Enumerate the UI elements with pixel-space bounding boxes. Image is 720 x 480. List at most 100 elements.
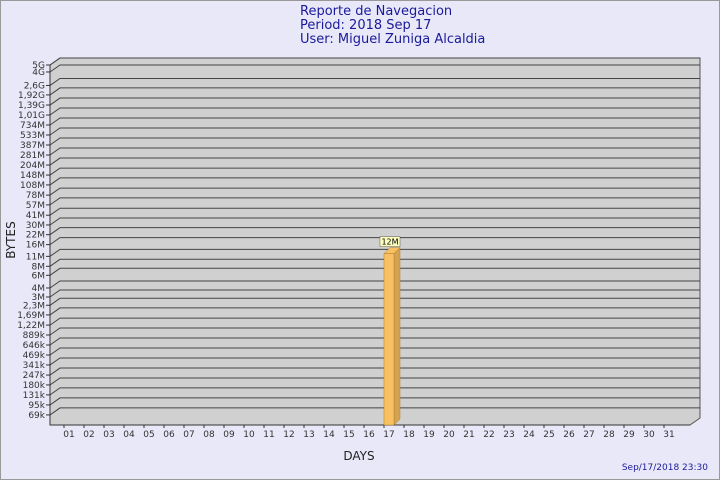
x-tick-label: 08	[203, 430, 215, 440]
x-tick-label: 17	[383, 430, 394, 440]
x-tick-label: 12	[283, 430, 294, 440]
grid-line	[49, 407, 700, 416]
grid-line	[49, 347, 700, 356]
x-tick-label: 24	[523, 430, 535, 440]
y-tick-label: 30M	[26, 221, 45, 231]
x-tick-label: 22	[483, 430, 494, 440]
grid-line	[49, 77, 700, 86]
title-line: Reporte de Navegacion	[300, 4, 452, 19]
x-tick-label: 03	[103, 430, 114, 440]
grid-line	[49, 64, 700, 73]
y-tick-label: 131k	[23, 391, 46, 401]
grid-line	[49, 337, 700, 346]
grid-line	[49, 307, 700, 316]
grid-line	[49, 127, 700, 136]
x-tick-label: 14	[323, 430, 335, 440]
grid-line	[49, 197, 700, 206]
y-tick-label: 8M	[32, 262, 46, 272]
y-tick-label: 3M	[32, 293, 46, 303]
y-tick-label: 2,3M	[23, 301, 45, 311]
grid-line	[49, 137, 700, 146]
y-tick-label: 148M	[20, 171, 45, 181]
grid-line	[49, 117, 700, 126]
y-tick-label: 2,6G	[24, 81, 45, 91]
y-tick-label: 533M	[20, 131, 45, 141]
x-tick-label: 01	[63, 430, 74, 440]
title-line: User: Miguel Zuniga Alcaldia	[300, 32, 485, 47]
x-tick-label: 26	[563, 430, 575, 440]
y-tick-label: 247k	[23, 371, 46, 381]
y-tick-label: 4G	[32, 68, 45, 78]
bar	[383, 253, 395, 426]
y-tick-label: 41M	[26, 211, 45, 221]
x-tick-label: 07	[183, 430, 194, 440]
x-tick-label: 10	[243, 430, 255, 440]
y-tick-label: 734M	[20, 121, 45, 131]
grid-line	[49, 317, 700, 326]
y-tick-label: 108M	[20, 181, 45, 191]
grid-line	[49, 147, 700, 156]
y-tick-label: 78M	[26, 191, 45, 201]
y-tick-label: 1,01G	[18, 111, 45, 121]
y-tick-label: 646k	[23, 341, 46, 351]
y-tick-label: 69k	[28, 411, 45, 421]
x-tick-label: 25	[543, 430, 554, 440]
y-tick-label: 11M	[26, 252, 45, 262]
y-tick-label: 180k	[23, 381, 46, 391]
x-tick-label: 11	[263, 430, 274, 440]
grid-line	[49, 57, 700, 66]
x-tick-label: 15	[343, 430, 354, 440]
x-tick-label: 20	[443, 430, 455, 440]
y-tick-label: 204M	[20, 161, 45, 171]
grid-line	[49, 387, 700, 396]
grid-line	[49, 248, 700, 257]
x-tick-label: 30	[643, 430, 655, 440]
y-tick-label: 16M	[26, 241, 45, 251]
grid-line	[49, 157, 700, 166]
grid-line	[49, 267, 700, 276]
x-tick-label: 27	[583, 430, 594, 440]
grid-line	[49, 397, 700, 406]
grid-line	[49, 107, 700, 116]
grid-line	[49, 297, 700, 306]
x-tick-label: 16	[363, 430, 375, 440]
x-tick-label: 18	[403, 430, 415, 440]
x-tick-label: 28	[603, 430, 615, 440]
x-tick-label: 19	[423, 430, 435, 440]
grid-line	[49, 327, 700, 336]
bar-side	[393, 247, 401, 426]
y-tick-label: 341k	[23, 361, 46, 371]
plot-area	[49, 57, 701, 426]
y-axis-label: BYTES	[4, 221, 18, 258]
x-tick-label: 04	[123, 430, 135, 440]
x-axis-label: DAYS	[343, 449, 374, 463]
grid-line	[49, 167, 700, 176]
y-tick-label: 1,69M	[17, 311, 45, 321]
grid-line	[49, 367, 700, 376]
y-tick-label: 889k	[23, 331, 46, 341]
grid-line	[49, 97, 700, 106]
x-tick-label: 02	[83, 430, 94, 440]
y-tick-label: 6M	[32, 271, 46, 281]
x-tick-label: 31	[663, 430, 674, 440]
y-tick-label: 4M	[32, 284, 46, 294]
y-tick-label: 1,39G	[18, 101, 45, 111]
x-tick-label: 23	[503, 430, 514, 440]
y-tick-label: 1,22M	[17, 321, 45, 331]
grid-line	[49, 227, 700, 236]
y-tick-label: 281M	[20, 151, 45, 161]
y-tick-label: 387M	[20, 141, 45, 151]
grid-line	[49, 217, 700, 226]
grid-line	[49, 357, 700, 366]
grid-line	[49, 187, 700, 196]
grid-line	[49, 258, 700, 267]
grid-line	[49, 289, 700, 298]
value-label-box	[379, 236, 401, 247]
x-tick-label: 29	[623, 430, 635, 440]
y-tick-label: 95k	[28, 401, 45, 411]
value-label: 12M	[381, 238, 398, 247]
y-tick-label: 22M	[26, 231, 45, 241]
x-tick-label: 05	[143, 430, 154, 440]
footer: Sep/17/2018 23:30	[622, 463, 708, 473]
